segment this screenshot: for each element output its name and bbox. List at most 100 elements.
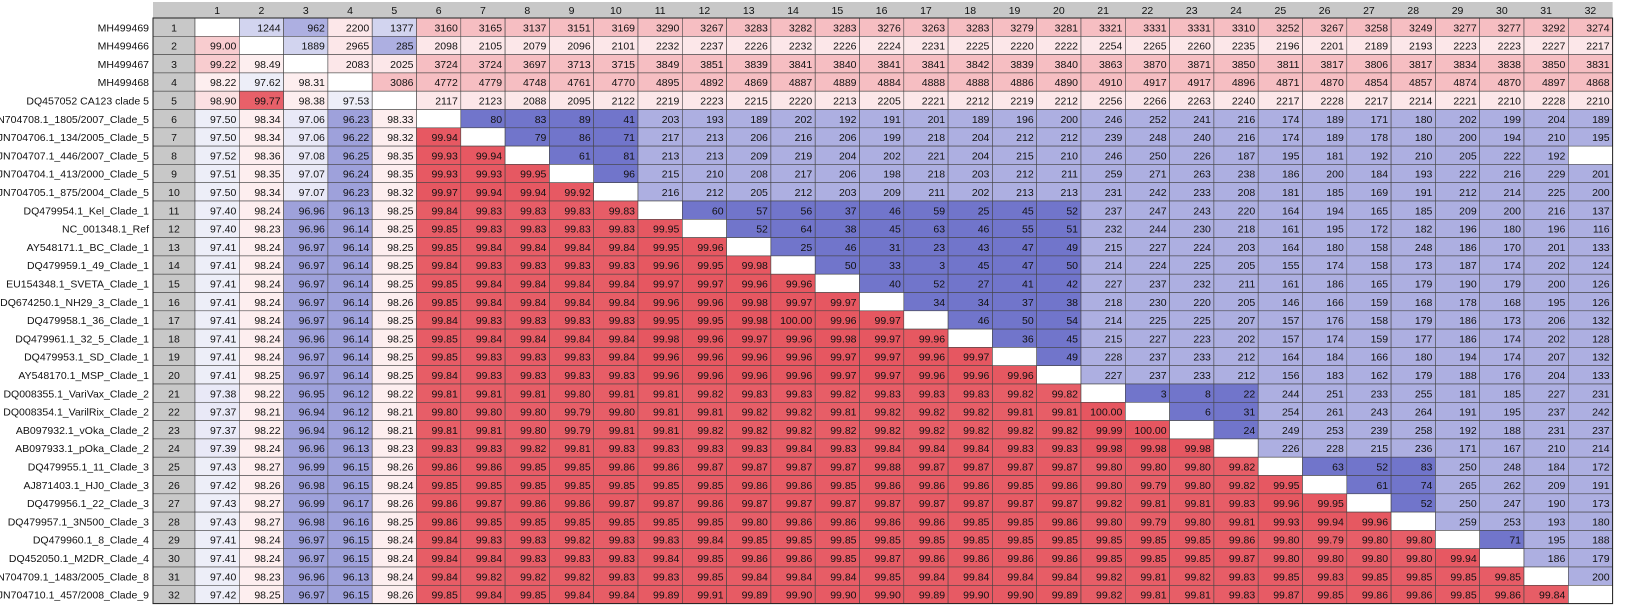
cell-value: 97.40 (210, 205, 236, 217)
cell-value: 98.24 (387, 480, 413, 492)
cell-value: 99.97 (830, 352, 856, 364)
row-number: 28 (168, 516, 180, 528)
row-number: 8 (171, 150, 177, 162)
row-label: JN704704.1_413/2000_Clade_5 (0, 169, 149, 181)
cell-value: 99.85 (697, 480, 723, 492)
cell-value: 194 (1326, 205, 1344, 217)
cell-value: 98.90 (210, 96, 236, 108)
cell-value: 98.36 (254, 150, 280, 162)
cell-value: 157 (1282, 333, 1300, 345)
cell-value: 246 (1105, 114, 1123, 126)
cell-value: 4887 (789, 77, 813, 89)
cell-value: 244 (1149, 224, 1167, 236)
cell-value: 99.83 (1229, 571, 1255, 583)
cell-value: 98.34 (254, 132, 280, 144)
cell-value: 218 (928, 169, 946, 181)
cell-value: 98.22 (254, 388, 280, 400)
cell-value: 4888 (922, 77, 946, 89)
cell-value: 99.83 (786, 388, 812, 400)
cell-value: 96.14 (343, 279, 369, 291)
cell-value: 99.83 (830, 443, 856, 455)
cell-value: 99.85 (1140, 535, 1166, 547)
column-header: 28 (1407, 5, 1419, 17)
cell-value: 181 (1459, 388, 1477, 400)
row-number: 17 (168, 315, 180, 327)
cell-value: 2105 (479, 41, 503, 53)
cell-value: 99.97 (875, 370, 901, 382)
cell-value: 186 (1282, 169, 1300, 181)
cell-value: 96.15 (343, 535, 369, 547)
diagonal-cell (1479, 548, 1525, 568)
cell-value: 227 (1105, 370, 1123, 382)
cell-value: 247 (1149, 205, 1167, 217)
diagonal-cell (1125, 401, 1170, 421)
cell-value: 99.83 (476, 352, 502, 364)
cell-value: 210 (706, 169, 724, 181)
cell-value: 202 (972, 187, 990, 199)
diagonal-cell (283, 54, 329, 74)
cell-value: 99.83 (609, 224, 635, 236)
cell-value: 96.99 (299, 462, 325, 474)
cell-value: 250 (1149, 150, 1167, 162)
cell-value: 174 (1503, 260, 1521, 272)
diagonal-cell (593, 182, 639, 202)
cell-value: 97.40 (210, 224, 236, 236)
cell-value: 96.97 (299, 553, 325, 565)
cell-value: 96.17 (343, 498, 369, 510)
cell-value: 98.32 (387, 187, 413, 199)
cell-value: 96.12 (343, 407, 369, 419)
cell-value: 4886 (1010, 77, 1034, 89)
cell-value: 99.87 (742, 498, 768, 510)
cell-value: 99.86 (919, 516, 945, 528)
cell-value: 96.97 (299, 260, 325, 272)
diagonal-cell (504, 145, 550, 165)
cell-value: 99.82 (830, 425, 856, 437)
cell-value: 124 (1592, 260, 1610, 272)
cell-value: 56 (801, 205, 813, 217)
cell-value: 99.82 (1052, 388, 1078, 400)
cell-value: 52 (756, 224, 768, 236)
cell-value: 99.79 (1140, 480, 1166, 492)
cell-value: 159 (1371, 333, 1389, 345)
cell-value: 192 (1459, 425, 1477, 437)
cell-value: 174 (1326, 333, 1344, 345)
cell-value: 2083 (346, 59, 370, 71)
cell-value: 242 (1149, 187, 1167, 199)
cell-value: 96.12 (343, 425, 369, 437)
cell-value: 97.37 (210, 425, 236, 437)
cell-value: 99.92 (564, 187, 590, 199)
cell-value: 99.85 (1185, 553, 1211, 565)
cell-value: 99.81 (830, 407, 856, 419)
cell-value: 2079 (523, 41, 547, 53)
cell-value: 4869 (745, 77, 769, 89)
cell-value: 99.82 (564, 535, 590, 547)
cell-value: 205 (1459, 150, 1477, 162)
cell-value: 31 (1244, 407, 1256, 419)
cell-value: 98.26 (387, 498, 413, 510)
cell-value: 4884 (877, 77, 901, 89)
cell-value: 201 (1548, 242, 1566, 254)
cell-value: 174 (1282, 132, 1300, 144)
cell-value: 99.83 (520, 535, 546, 547)
cell-value: 173 (1415, 260, 1433, 272)
cell-value: 192 (1371, 150, 1389, 162)
cell-value: 99.82 (1096, 571, 1122, 583)
cell-value: 97.42 (210, 590, 236, 602)
cell-value: 99.85 (697, 553, 723, 565)
column-header: 20 (1053, 5, 1065, 17)
cell-value: 200 (1548, 279, 1566, 291)
cell-value: 81 (623, 150, 635, 162)
cell-value: 99.85 (1406, 571, 1432, 583)
cell-value: 99.86 (432, 498, 458, 510)
cell-value: 3841 (922, 59, 946, 71)
cell-value: 96.96 (299, 571, 325, 583)
cell-value: 167 (1503, 443, 1521, 455)
cell-value: 174 (1326, 260, 1344, 272)
cell-value: 3283 (833, 22, 857, 34)
cell-value: 98.23 (387, 443, 413, 455)
cell-value: 71 (1509, 535, 1521, 547)
cell-value: 98.26 (254, 480, 280, 492)
cell-value: 209 (750, 150, 768, 162)
cell-value: 194 (1503, 132, 1521, 144)
cell-value: 230 (1149, 297, 1167, 309)
